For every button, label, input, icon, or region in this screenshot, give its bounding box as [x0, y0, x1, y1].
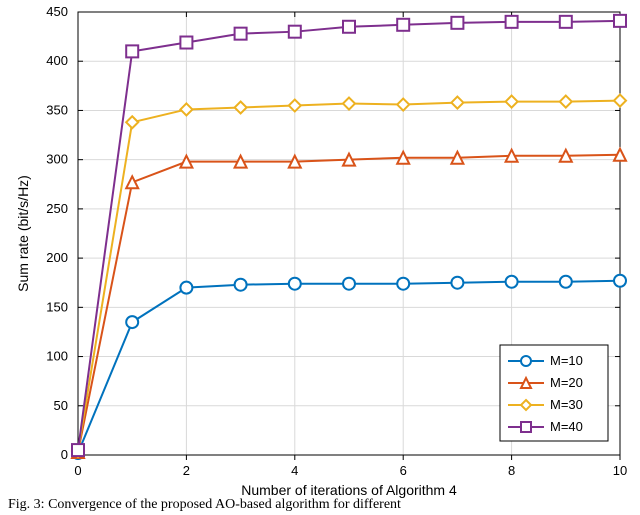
svg-text:8: 8 — [508, 463, 515, 478]
svg-text:Sum rate (bit/s/Hz): Sum rate (bit/s/Hz) — [15, 175, 31, 292]
legend-label-M=30: M=30 — [550, 397, 583, 412]
svg-text:350: 350 — [46, 102, 68, 117]
legend-label-M=40: M=40 — [550, 419, 583, 434]
convergence-chart: 0246810050100150200250300350400450Number… — [0, 0, 640, 515]
figure-caption: Fig. 3: Convergence of the proposed AO-b… — [8, 497, 401, 513]
svg-text:6: 6 — [400, 463, 407, 478]
svg-text:50: 50 — [54, 398, 68, 413]
svg-text:4: 4 — [291, 463, 298, 478]
svg-text:200: 200 — [46, 250, 68, 265]
svg-text:300: 300 — [46, 152, 68, 167]
svg-text:400: 400 — [46, 53, 68, 68]
svg-text:10: 10 — [613, 463, 627, 478]
svg-text:100: 100 — [46, 349, 68, 364]
svg-text:Number of iterations of Algori: Number of iterations of Algorithm 4 — [241, 482, 457, 498]
legend: M=10 M=20 M=30 M=40 — [500, 345, 608, 441]
legend-label-M=10: M=10 — [550, 353, 583, 368]
svg-text:250: 250 — [46, 201, 68, 216]
svg-text:2: 2 — [183, 463, 190, 478]
svg-text:0: 0 — [61, 447, 68, 462]
svg-text:150: 150 — [46, 299, 68, 314]
legend-label-M=20: M=20 — [550, 375, 583, 390]
chart-figure: 0246810050100150200250300350400450Number… — [0, 0, 640, 515]
svg-text:0: 0 — [74, 463, 81, 478]
svg-text:450: 450 — [46, 4, 68, 19]
